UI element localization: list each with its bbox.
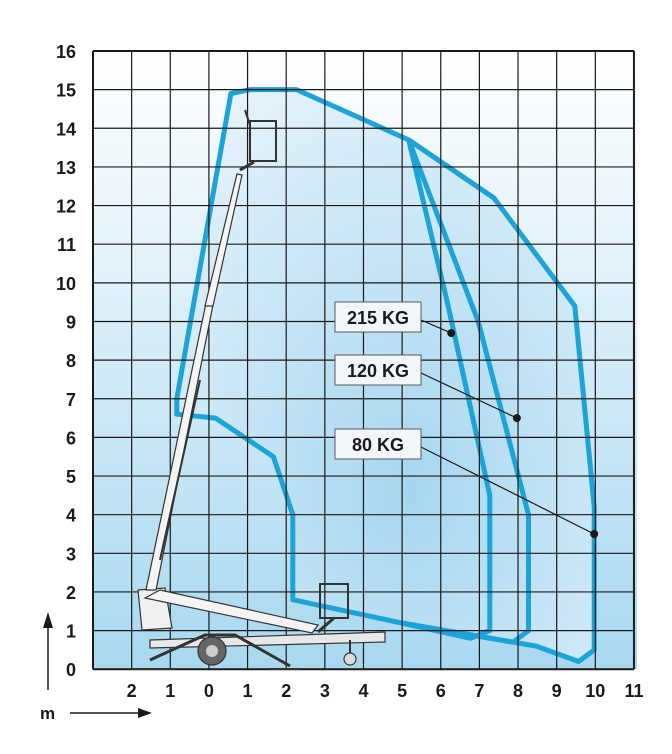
x-tick-label: 2 <box>127 681 137 701</box>
y-tick-label: 6 <box>66 428 76 448</box>
x-tick-label: 6 <box>436 681 446 701</box>
y-tick-label: 9 <box>66 312 76 332</box>
x-tick-label: 7 <box>474 681 484 701</box>
upper-boom <box>204 173 243 307</box>
wheel-hub <box>206 645 218 657</box>
reach-point <box>447 329 456 338</box>
x-tick-label: 5 <box>397 681 407 701</box>
y-tick-label: 13 <box>56 158 76 178</box>
raised-basket-arm <box>239 160 255 172</box>
unit-label: m <box>40 704 55 723</box>
leader-line <box>420 319 452 334</box>
x-tick-label: 1 <box>243 681 253 701</box>
x-tick-label: 1 <box>165 681 175 701</box>
y-tick-label: 12 <box>56 197 76 217</box>
x-tick-label: 0 <box>204 681 214 701</box>
y-tick-label: 15 <box>56 81 76 101</box>
stowed-boom <box>143 589 320 634</box>
y-tick-label: 0 <box>66 660 76 680</box>
y-tick-label: 5 <box>66 467 76 487</box>
y-tick-label: 4 <box>66 506 76 526</box>
y-tick-label: 8 <box>66 351 76 371</box>
x-tick-label: 8 <box>513 681 523 701</box>
y-tick-label: 11 <box>57 235 76 255</box>
load-label-box <box>334 428 422 460</box>
x-tick-label: 4 <box>358 681 368 701</box>
leader-line <box>420 446 595 535</box>
aerial-lift-illustration <box>132 109 386 670</box>
x-tick-label: 10 <box>585 681 605 701</box>
y-tick-label: 10 <box>56 274 76 294</box>
middle-envelope <box>400 139 531 645</box>
y-tick-label: 1 <box>66 622 76 642</box>
basket-rail <box>244 109 251 126</box>
x-tick-label: 3 <box>320 681 330 701</box>
raised-basket <box>249 120 277 162</box>
load-label: 120 KG <box>347 361 409 381</box>
leader-line <box>420 372 518 419</box>
y-tick-label: 3 <box>66 544 76 564</box>
load-label: 80 KG <box>352 435 404 455</box>
outriggers <box>149 633 291 668</box>
load-label: 215 KG <box>347 308 409 328</box>
y-tick-label: 16 <box>56 42 76 62</box>
reach-point <box>590 530 599 538</box>
lift-cylinder <box>159 379 201 561</box>
x-tick-label: 11 <box>624 681 643 701</box>
y-tick-label: 7 <box>66 390 76 410</box>
y-tick-label: 2 <box>66 583 76 603</box>
reach-point <box>512 414 521 423</box>
y-tick-label: 14 <box>56 119 76 139</box>
y-axis-arrow <box>43 612 53 690</box>
x-tick-label: 9 <box>552 681 562 701</box>
load-label-box <box>334 354 422 386</box>
jockey-wheel <box>343 652 357 666</box>
x-tick-label: 2 <box>281 681 291 701</box>
stowed-basket-arm <box>317 616 335 634</box>
load-label-box <box>334 301 422 333</box>
x-axis-arrow <box>70 708 152 718</box>
